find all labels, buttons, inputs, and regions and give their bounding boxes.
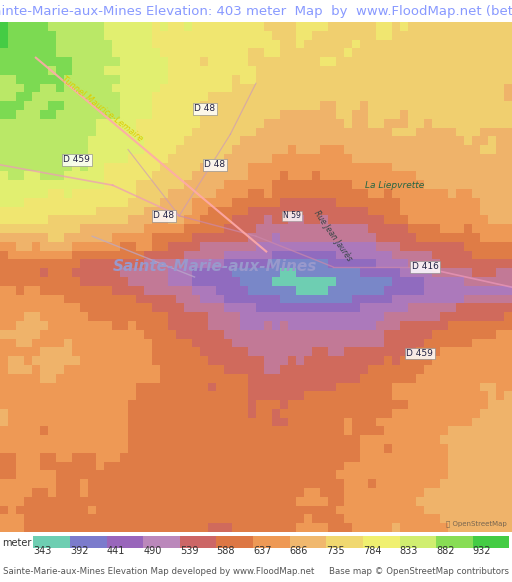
Text: D 48: D 48 (204, 160, 226, 169)
Text: D 459: D 459 (407, 349, 433, 358)
Bar (399, 535, 436, 548)
Text: 784: 784 (363, 546, 381, 556)
Bar (106, 535, 143, 548)
Bar (473, 535, 509, 548)
Text: 637: 637 (253, 546, 271, 556)
Text: 882: 882 (436, 546, 455, 556)
Text: 686: 686 (290, 546, 308, 556)
Text: D 48: D 48 (153, 211, 175, 221)
Bar (180, 535, 217, 548)
Bar (326, 535, 363, 548)
Text: 932: 932 (473, 546, 492, 556)
Text: N 59: N 59 (283, 211, 301, 221)
Text: La Liepvrette: La Liepvrette (365, 180, 424, 190)
Text: 490: 490 (143, 546, 162, 556)
Text: 833: 833 (399, 546, 418, 556)
Bar (436, 535, 473, 548)
Text: D 459: D 459 (63, 155, 90, 164)
Text: 539: 539 (180, 546, 198, 556)
Text: D 416: D 416 (412, 262, 438, 271)
Text: Sainte-Marie-aux-Mines Elevation Map developed by www.FloodMap.net: Sainte-Marie-aux-Mines Elevation Map dev… (3, 566, 314, 576)
Text: Tunnel Maurice-Lemaire: Tunnel Maurice-Lemaire (60, 74, 145, 143)
Bar (217, 535, 253, 548)
Text: Rue Jean Jaurès: Rue Jean Jaurès (312, 209, 354, 264)
Text: 441: 441 (106, 546, 125, 556)
Text: 🔍 OpenStreetMap: 🔍 OpenStreetMap (446, 520, 507, 527)
Text: Sainte-Marie-aux-Mines Elevation: 403 meter  Map  by  www.FloodMap.net (beta): Sainte-Marie-aux-Mines Elevation: 403 me… (0, 5, 512, 17)
Bar (363, 535, 399, 548)
Text: meter: meter (3, 538, 32, 548)
Bar (33, 535, 70, 548)
Bar (253, 535, 290, 548)
Text: D 48: D 48 (194, 104, 216, 113)
Text: Sainte-Marie-aux-Mines: Sainte-Marie-aux-Mines (113, 260, 317, 274)
Text: 588: 588 (217, 546, 235, 556)
Text: Base map © OpenStreetMap contributors: Base map © OpenStreetMap contributors (329, 566, 509, 576)
Text: 735: 735 (326, 546, 345, 556)
Bar (70, 535, 106, 548)
Bar (143, 535, 180, 548)
Text: 343: 343 (33, 546, 52, 556)
Text: 392: 392 (70, 546, 89, 556)
Bar (290, 535, 326, 548)
